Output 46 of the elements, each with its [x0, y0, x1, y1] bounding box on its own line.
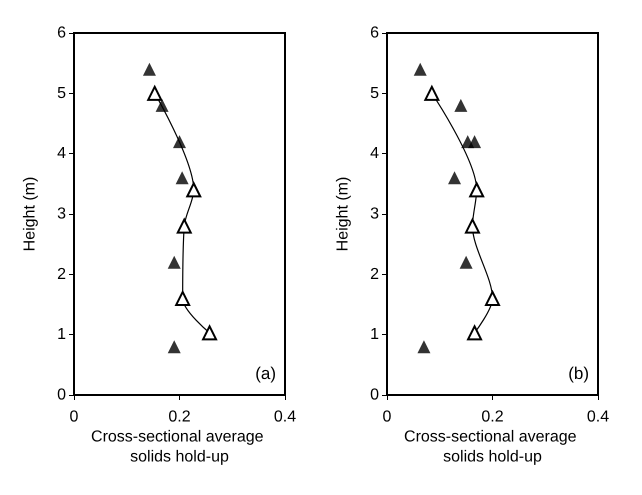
- point: [168, 256, 181, 269]
- x-tick-label: 0: [382, 408, 392, 426]
- y-tick-label: 0: [57, 386, 66, 404]
- point: [186, 182, 202, 198]
- y-tick-label: 1: [57, 326, 66, 344]
- y-tick-label: 2: [370, 266, 380, 283]
- y-tick-label: 6: [57, 24, 66, 42]
- point: [147, 86, 162, 101]
- point: [142, 62, 156, 76]
- point: [175, 290, 190, 306]
- y-tick-label: 5: [370, 84, 380, 102]
- y-axis-title: Height (m): [22, 176, 38, 252]
- x-tick-label: 0.2: [168, 408, 191, 426]
- x-axis-title: Cross-sectional average solids hold-up: [404, 428, 581, 466]
- y-axis-title: Height (m): [334, 176, 352, 252]
- x-tick-label: 0.4: [586, 408, 610, 426]
- x-axis-title: Cross-sectional average solids hold-up: [91, 428, 268, 466]
- point: [485, 290, 500, 306]
- y-tick-label: 3: [370, 206, 380, 222]
- y-tick-label: 4: [57, 145, 66, 162]
- y-tick-label: 6: [370, 24, 380, 42]
- point: [469, 182, 484, 198]
- annotation: (b): [568, 364, 590, 383]
- point: [460, 256, 473, 269]
- point: [454, 98, 468, 112]
- point: [176, 218, 192, 234]
- point: [414, 62, 427, 76]
- point: [202, 325, 218, 340]
- x-tick-label: 0: [70, 408, 79, 426]
- point: [467, 325, 482, 340]
- y-tick-label: 1: [370, 326, 380, 344]
- y-tick-label: 3: [57, 206, 66, 222]
- y-tick-label: 4: [370, 145, 380, 162]
- point: [448, 171, 462, 184]
- x-tick-label: 0.4: [274, 408, 296, 426]
- point: [468, 135, 482, 148]
- y-tick-label: 2: [57, 266, 66, 283]
- point: [464, 218, 480, 234]
- point: [424, 86, 440, 101]
- point: [417, 340, 430, 354]
- point: [176, 171, 189, 184]
- x-tick-label: 0.2: [481, 408, 504, 426]
- annotation: (a): [255, 364, 276, 383]
- y-tick-label: 0: [370, 386, 380, 404]
- y-tick-label: 5: [57, 84, 66, 102]
- point: [168, 340, 181, 354]
